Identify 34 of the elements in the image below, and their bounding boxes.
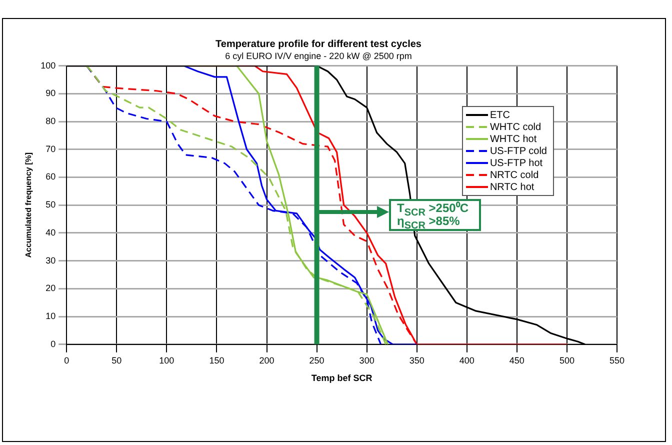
legend-label: NRTC cold (490, 170, 539, 180)
x-tick-label: 150 (209, 355, 224, 366)
legend-label: ETC (490, 110, 510, 120)
y-tick-label: 70 (46, 144, 56, 154)
chart-subtitle: 6 cyl EURO IV/V engine - 220 kW @ 2500 rpm (225, 50, 412, 61)
x-tick-label: 250 (309, 355, 324, 366)
x-tick-label: 0 (64, 355, 70, 366)
x-tick-label: 400 (459, 355, 474, 366)
x-tick-label: 200 (259, 355, 274, 366)
legend-label: NRTC hot (490, 182, 534, 192)
x-tick-label: 300 (359, 355, 374, 366)
y-tick-label: 10 (46, 311, 56, 322)
x-tick-label: 450 (509, 355, 524, 366)
legend-label: US-FTP cold (490, 146, 547, 156)
legend-label: WHTC cold (490, 122, 542, 132)
y-tick-label: 100 (40, 60, 56, 70)
legend-label: US-FTP hot (490, 158, 543, 168)
x-tick-label: 550 (609, 355, 625, 366)
x-axis-title: Temp bef SCR (311, 373, 373, 384)
y-tick-label: 30 (46, 255, 56, 266)
y-tick-label: 20 (46, 283, 56, 294)
y-tick-label: 0 (50, 338, 56, 349)
legend-label: WHTC hot (490, 134, 537, 144)
y-tick-label: 90 (46, 88, 56, 98)
y-tick-label: 80 (46, 116, 56, 126)
y-tick-label: 40 (46, 227, 56, 238)
y-axis-title: Accumulated frequency [%] (24, 152, 34, 258)
x-tick-label: 500 (559, 355, 574, 366)
chart-title: Temperature profile for different test cycles (216, 38, 422, 50)
y-tick-label: 60 (46, 172, 56, 182)
x-tick-label: 350 (409, 355, 424, 366)
y-tick-label: 50 (46, 200, 56, 210)
x-tick-label: 100 (159, 355, 174, 366)
x-tick-label: 50 (112, 355, 122, 366)
